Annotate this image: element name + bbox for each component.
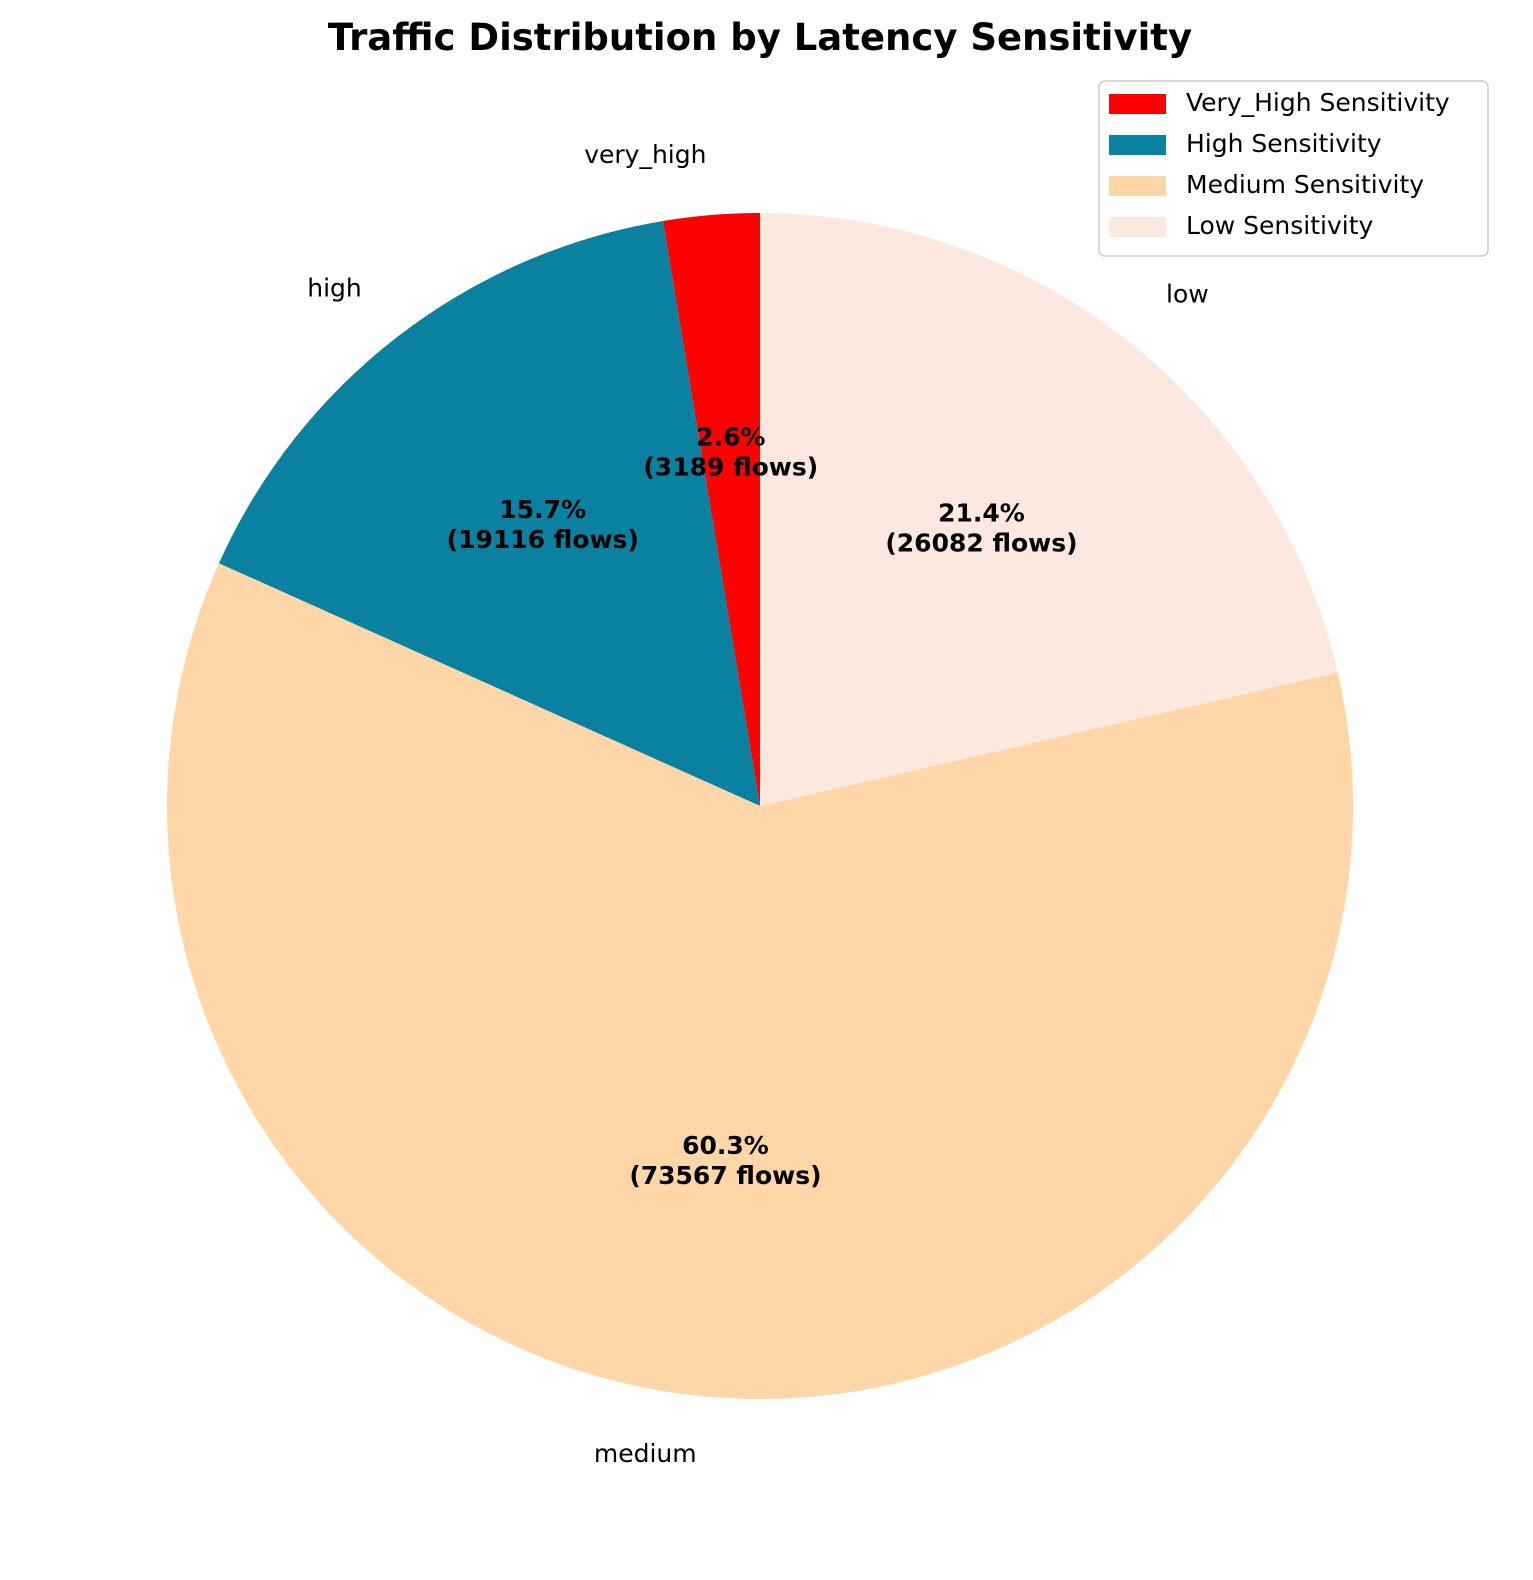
percentage-labels: 2.6% (3189 flows)15.7% (19116 flows) 60.3%(…	[447, 422, 1078, 1190]
legend-swatch-medium	[1109, 176, 1166, 196]
legend-swatch-high	[1109, 135, 1166, 155]
pct-label-medium: 60.3% (73567 flows)	[629, 1131, 821, 1190]
legend-label-low: Low Sensitivity	[1186, 211, 1374, 240]
legend-label-high: High Sensitivity	[1186, 129, 1382, 158]
chart-title: Traffic Distribution by Latency Sensitiv…	[328, 16, 1192, 59]
slice-label-high: high	[307, 273, 362, 302]
pie-slices	[167, 213, 1354, 1399]
slice-label-very-high: very_high	[584, 140, 706, 169]
slice-label-low: low	[1166, 279, 1209, 308]
legend-swatch-low	[1109, 217, 1166, 237]
legend-frame	[1098, 80, 1489, 257]
pie-slice-medium	[167, 563, 1354, 1399]
legend-label-medium: Medium Sensitivity	[1186, 170, 1424, 199]
legend-swatch-very-high	[1109, 94, 1166, 114]
pct-label-low: 21.4% (26082 flows)	[885, 499, 1077, 558]
legend: Very_High Sensitivity High Sensitivity Med…	[1098, 80, 1489, 257]
legend-label-very-high: Very_High Sensitivity	[1186, 88, 1450, 117]
pct-label-high: 15.7% (19116 flows)	[447, 495, 639, 554]
legend-items: Very_High Sensitivity High Sensitivity Med…	[1109, 88, 1450, 240]
slice-label-medium: medium	[594, 1439, 697, 1468]
pie-slice-low	[760, 213, 1338, 806]
pie-slice-very-high	[663, 213, 760, 806]
pie-slice-high	[218, 220, 760, 806]
pct-label-very-high: 2.6% (3189 flows)	[643, 422, 818, 481]
